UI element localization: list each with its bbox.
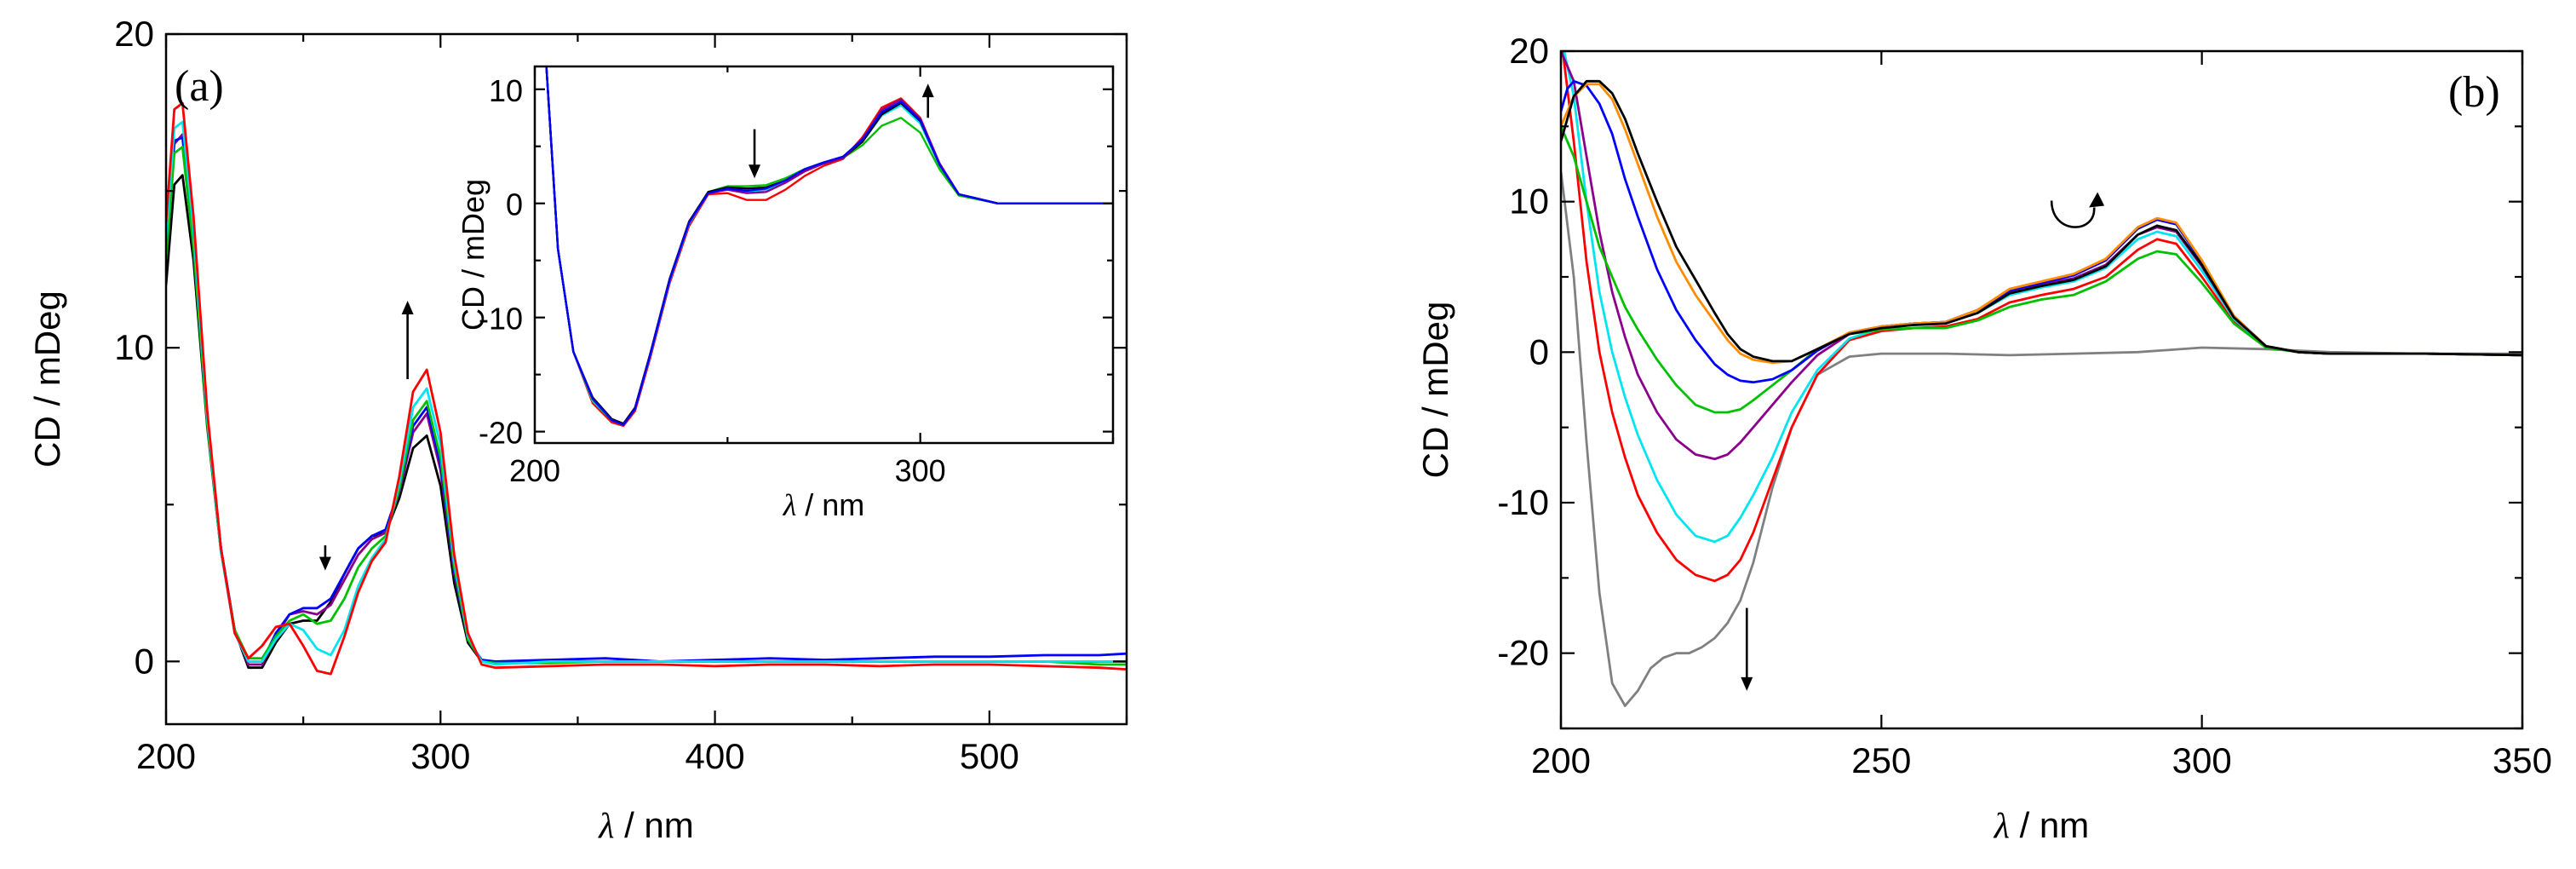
- panel-b: 200 250 300 350 -20 -10 0 10 20 λ / nm CD / mDeg (b…: [1415, 31, 2552, 846]
- series-line-green: [1561, 125, 2522, 414]
- y-tick-label: 0: [506, 187, 523, 222]
- series-line-black: [1561, 79, 2522, 363]
- series-group: [1561, 51, 2522, 707]
- plot-frame: [164, 32, 1128, 726]
- series-line-red: [1561, 51, 2522, 583]
- arrow-curved-shaft: [2050, 200, 2096, 228]
- series-line-red: [166, 101, 1127, 676]
- x-axis-unit: / nm: [2010, 805, 2089, 845]
- plot-frame: [533, 65, 1115, 445]
- series-line-blue: [545, 66, 1113, 426]
- y-tick-label: 10: [1509, 181, 1549, 222]
- y-tick-label: 20: [114, 14, 154, 54]
- series-line-blue: [1561, 79, 2522, 384]
- y-tick-label: -10: [479, 302, 523, 337]
- panel-label: (b): [2448, 68, 2500, 117]
- arrow-up-head: [401, 300, 414, 314]
- y-tick-label: 20: [1509, 31, 1549, 71]
- panel-label: (a): [175, 62, 224, 111]
- x-axis-unit: / nm: [614, 805, 693, 845]
- x-tick-label: 300: [2172, 740, 2232, 780]
- y-tick-label: -10: [1497, 482, 1549, 522]
- series-line-purple: [1561, 51, 2522, 461]
- series-group: [166, 101, 1127, 676]
- x-axis-label: λ / nm: [1993, 805, 2090, 846]
- x-axis-symbol: λ: [1993, 807, 2010, 846]
- y-tick-label: -20: [1497, 633, 1549, 673]
- x-tick-label: 200: [509, 453, 560, 488]
- series-group: [545, 66, 1113, 428]
- x-tick-label: 300: [895, 453, 946, 488]
- x-axis-symbol: λ: [597, 807, 614, 846]
- y-tick-label: 10: [114, 327, 154, 367]
- arrow-down-head: [749, 164, 761, 179]
- y-axis-label: CD / mDeg: [27, 291, 67, 468]
- x-tick-label: 200: [136, 736, 196, 776]
- x-tick-label: 250: [1851, 740, 1911, 780]
- x-tick-label: 400: [686, 736, 745, 776]
- panel-a: 200 300 400 500 0 10 20 λ / nm CD / mDeg (a): [27, 14, 1128, 846]
- arrow-down-head: [318, 556, 331, 571]
- arrow-up-head: [921, 83, 934, 98]
- x-axis-label: λ / nm: [597, 805, 694, 846]
- x-axis-symbol: λ: [783, 488, 797, 522]
- y-tick-label: 0: [1529, 331, 1549, 371]
- x-tick-label: 200: [1531, 740, 1591, 780]
- panel-a-inset: 200 300 -20 -10 0 10 λ / nm CD / mDeg: [456, 65, 1115, 522]
- x-tick-label: 500: [960, 736, 1019, 776]
- plot-frame: [1559, 49, 2524, 730]
- inset-background: [535, 66, 1113, 443]
- x-tick-label: 300: [410, 736, 470, 776]
- y-axis-label: CD / mDeg: [456, 179, 491, 331]
- x-axis-unit: / nm: [796, 487, 864, 522]
- y-axis-label: CD / mDeg: [1415, 302, 1455, 479]
- arrow-curved-head: [2089, 192, 2105, 208]
- arrow-down-head: [1741, 676, 1753, 691]
- x-tick-label: 350: [2493, 740, 2552, 780]
- series-line-orange: [1561, 83, 2522, 365]
- y-tick-label: 0: [135, 641, 154, 681]
- series-line-cyan: [1563, 51, 2522, 544]
- y-tick-label: -20: [479, 416, 523, 451]
- x-axis-label: λ / nm: [783, 487, 865, 522]
- y-tick-label: 10: [489, 73, 523, 108]
- series-line-gray: [1561, 171, 2522, 707]
